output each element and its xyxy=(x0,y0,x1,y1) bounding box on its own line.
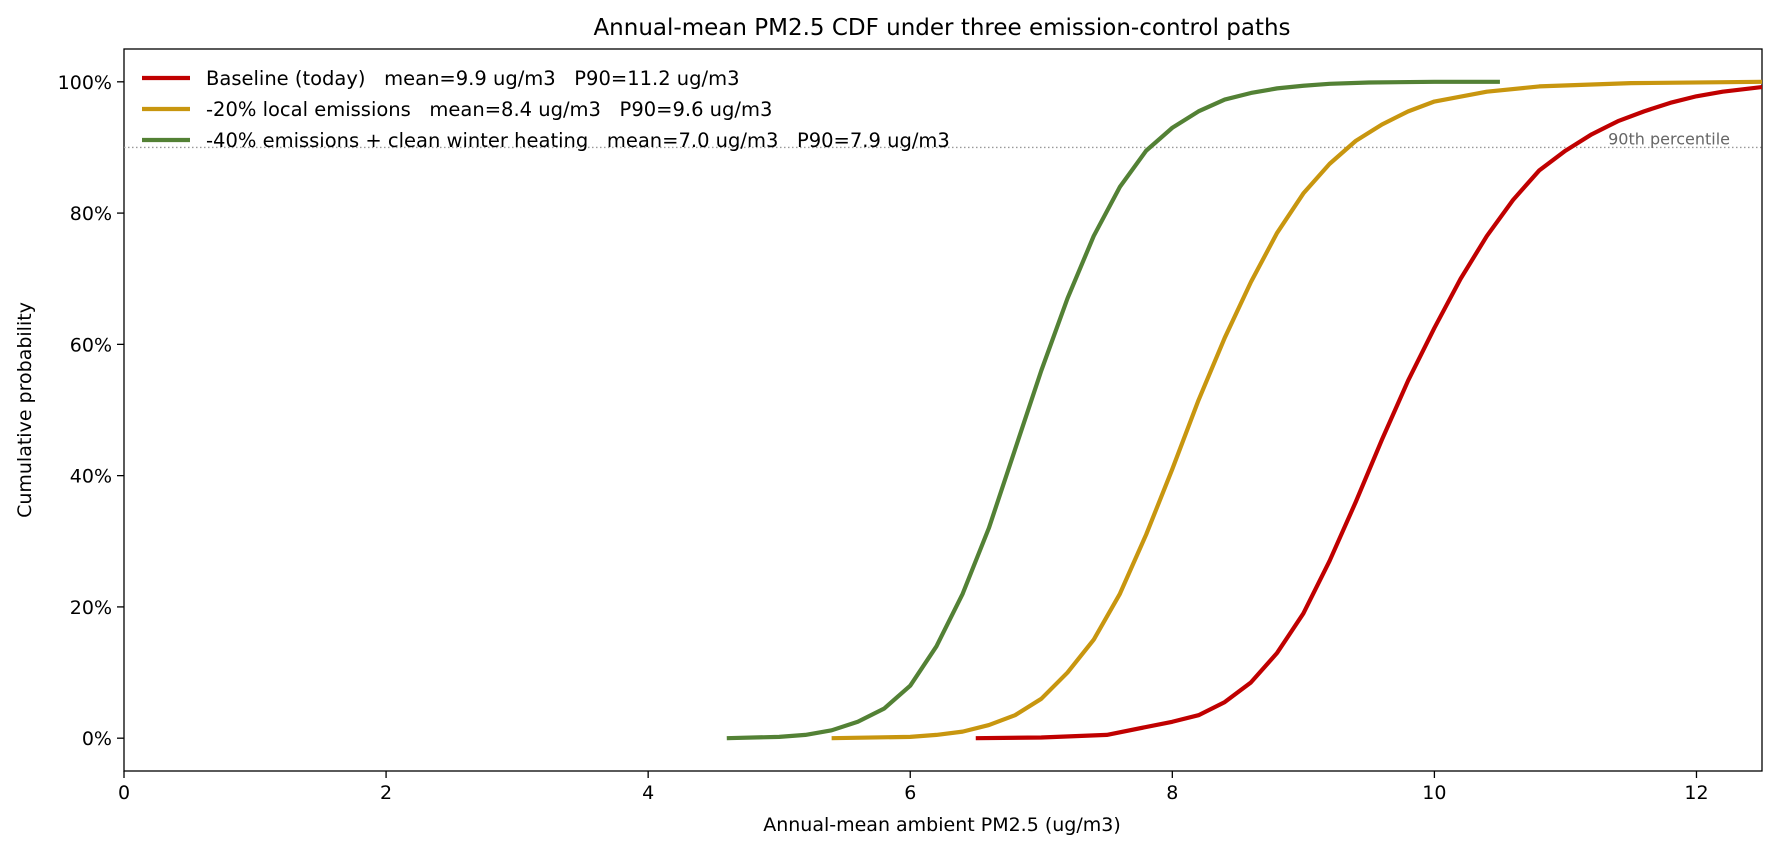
reference-line-group: 90th percentile xyxy=(124,129,1762,148)
y-tick-label: 80% xyxy=(70,203,112,225)
legend-item-minus40: -40% emissions + clean winter heating me… xyxy=(142,129,950,152)
x-tick-label: 10 xyxy=(1422,782,1446,804)
minus40-cdf-line xyxy=(726,79,1500,741)
x-tick-label: 2 xyxy=(380,782,392,804)
y-axis-ticks: 0% 20% 40% 60% 80% 100% xyxy=(58,72,124,750)
baseline-cdf-line xyxy=(975,84,1762,741)
x-tick-label: 6 xyxy=(904,782,916,804)
x-tick-label: 12 xyxy=(1684,782,1708,804)
legend: Baseline (today) mean=9.9 ug/m3 P90=11.2… xyxy=(142,67,950,152)
y-tick-label: 60% xyxy=(70,334,112,356)
x-tick-label: 8 xyxy=(1166,782,1178,804)
y-axis-label: Cumulative probability xyxy=(14,302,36,518)
plot-frame xyxy=(123,48,1763,772)
y-tick-label: 20% xyxy=(70,597,112,619)
x-axis-label: Annual-mean ambient PM2.5 (ug/m3) xyxy=(763,814,1121,836)
x-axis-ticks: 0 2 4 6 8 10 12 xyxy=(118,771,1709,804)
x-tick-label: 4 xyxy=(642,782,654,804)
chart-title: Annual-mean PM2.5 CDF under three emissi… xyxy=(593,15,1290,41)
legend-label: -40% emissions + clean winter heating me… xyxy=(206,129,950,152)
y-tick-label: 40% xyxy=(70,466,112,488)
plot-area xyxy=(123,48,1763,772)
y-tick-label: 100% xyxy=(58,72,112,94)
legend-item-minus20: -20% local emissions mean=8.4 ug/m3 P90=… xyxy=(142,98,772,121)
series-group xyxy=(726,79,1762,741)
legend-label: Baseline (today) mean=9.9 ug/m3 P90=11.2… xyxy=(206,67,740,90)
x-tick-label: 0 xyxy=(118,782,130,804)
legend-item-baseline: Baseline (today) mean=9.9 ug/m3 P90=11.2… xyxy=(142,67,740,90)
p90-reference-label: 90th percentile xyxy=(1608,129,1730,148)
legend-label: -20% local emissions mean=8.4 ug/m3 P90=… xyxy=(206,98,772,121)
minus20-cdf-line xyxy=(831,79,1762,741)
y-tick-label: 0% xyxy=(82,728,112,750)
